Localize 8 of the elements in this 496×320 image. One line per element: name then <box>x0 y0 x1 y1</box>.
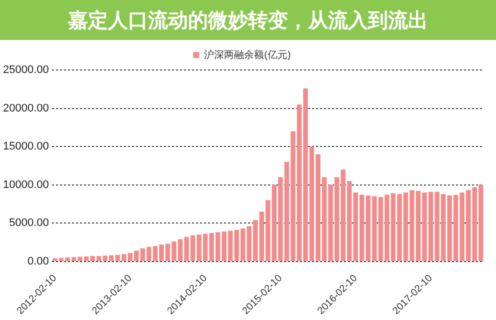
y-tick-label: 15000.00 <box>2 140 49 153</box>
y-tick-label: 10000.00 <box>2 178 49 191</box>
y-tick-label: 20000.00 <box>2 102 49 114</box>
y-tick-label: 5000.00 <box>9 217 49 230</box>
y-tick-label: 25000.00 <box>2 64 49 76</box>
legend-label: 沪深两融余额(亿元) <box>204 48 291 61</box>
text: 嘉定人口流动的微妙转变，从流入到流出 <box>67 8 429 32</box>
y-tick-label: 0.00 <box>27 255 49 268</box>
